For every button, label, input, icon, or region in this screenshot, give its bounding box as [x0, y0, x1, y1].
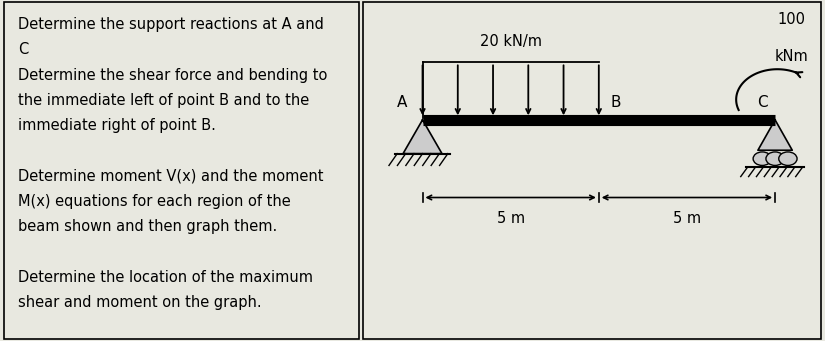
Text: 20 kN/m: 20 kN/m — [479, 34, 542, 49]
Text: immediate right of point B.: immediate right of point B. — [18, 118, 216, 133]
Text: 100: 100 — [777, 12, 805, 27]
Text: kNm: kNm — [774, 49, 808, 64]
Circle shape — [766, 152, 785, 165]
Text: beam shown and then graph them.: beam shown and then graph them. — [18, 220, 277, 235]
Text: Determine the support reactions at A and: Determine the support reactions at A and — [18, 17, 324, 32]
Polygon shape — [403, 120, 442, 153]
Text: 5 m: 5 m — [673, 211, 701, 226]
Text: C: C — [757, 95, 768, 110]
Text: A: A — [397, 95, 407, 110]
Text: Determine the location of the maximum: Determine the location of the maximum — [18, 270, 313, 285]
Text: M(x) equations for each region of the: M(x) equations for each region of the — [18, 194, 291, 209]
Text: shear and moment on the graph.: shear and moment on the graph. — [18, 295, 262, 310]
Circle shape — [779, 152, 797, 165]
Text: Determine moment V(x) and the moment: Determine moment V(x) and the moment — [18, 169, 324, 184]
Text: the immediate left of point B and to the: the immediate left of point B and to the — [18, 93, 309, 108]
Polygon shape — [758, 120, 792, 150]
Text: C: C — [18, 42, 29, 57]
Text: 5 m: 5 m — [497, 211, 525, 226]
Text: Determine the shear force and bending to: Determine the shear force and bending to — [18, 68, 328, 83]
Circle shape — [753, 152, 771, 165]
Text: B: B — [610, 95, 620, 110]
